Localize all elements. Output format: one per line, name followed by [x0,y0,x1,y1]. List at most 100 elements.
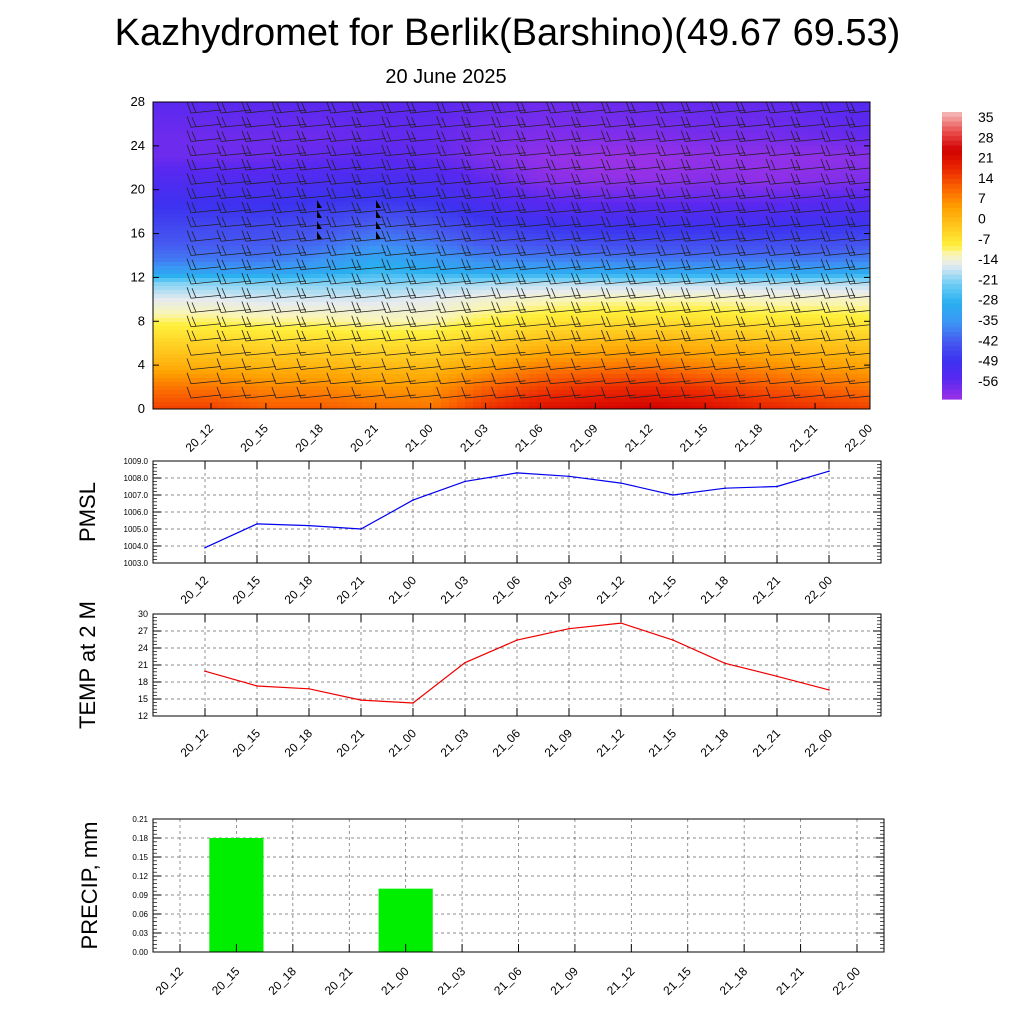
field-cell [417,234,426,239]
field-cell [297,302,306,307]
field-cell [433,382,442,387]
field-cell [297,206,306,211]
field-cell [409,166,418,171]
field-cell [425,402,434,407]
field-cell [641,102,650,107]
field-cell [657,186,666,191]
field-cell [305,162,314,167]
field-cell [505,154,514,159]
field-cell [425,118,434,123]
field-cell [153,350,162,355]
field-cell [209,310,218,315]
field-cell [393,330,402,335]
field-cell [457,278,466,283]
field-cell [345,202,354,207]
field-cell [649,254,658,259]
field-cell [289,198,298,203]
field-cell [353,166,362,171]
field-cell [561,258,570,263]
field-cell [657,362,666,367]
field-cell [153,222,162,227]
field-cell [425,302,434,307]
field-cell [561,310,570,315]
field-cell [425,170,434,175]
field-cell [537,306,546,311]
field-cell [249,250,258,255]
field-cell [513,118,522,123]
field-cell [249,406,258,409]
field-cell [433,166,442,171]
field-cell [193,362,202,367]
field-cell [201,290,210,295]
field-cell [577,350,586,355]
field-cell [537,370,546,375]
field-cell [201,282,210,287]
field-cell [441,382,450,387]
field-cell [385,246,394,251]
field-cell [665,178,674,183]
field-cell [345,234,354,239]
field-cell [313,250,322,255]
field-cell [537,390,546,395]
field-cell [577,346,586,351]
field-cell [417,314,426,319]
field-cell [585,402,594,407]
field-cell [497,194,506,199]
field-cell [233,198,242,203]
field-cell [281,346,290,351]
field-cell [553,362,562,367]
field-cell [585,382,594,387]
field-cell [417,206,426,211]
field-cell [329,398,338,403]
field-cell [273,194,282,199]
field-cell [625,218,634,223]
field-cell [313,406,322,409]
field-cell [249,186,258,191]
field-cell [169,314,178,319]
field-cell [545,294,554,299]
field-cell [649,266,658,271]
field-cell [529,118,538,123]
field-cell [449,394,458,399]
field-cell [289,158,298,163]
field-cell [521,162,530,167]
field-cell [393,218,402,223]
field-cell [177,174,186,179]
field-cell [553,146,562,151]
field-cell [473,102,482,107]
field-cell [665,202,674,207]
field-cell [393,258,402,263]
field-cell [289,398,298,403]
field-cell [425,110,434,115]
field-cell [657,298,666,303]
field-cell [353,198,362,203]
field-cell [281,230,290,235]
field-cell [441,346,450,351]
field-cell [273,354,282,359]
field-cell [633,150,642,155]
field-cell [209,334,218,339]
field-cell [297,374,306,379]
field-cell [521,402,530,407]
field-cell [153,294,162,299]
field-cell [297,118,306,123]
field-cell [457,282,466,287]
field-cell [169,206,178,211]
field-cell [633,386,642,391]
field-cell [417,126,426,131]
field-cell [345,354,354,359]
field-cell [185,330,194,335]
field-cell [313,178,322,183]
field-cell [409,386,418,391]
field-cell [169,298,178,303]
field-cell [369,298,378,303]
field-cell [321,134,330,139]
field-cell [273,238,282,243]
field-cell [345,102,354,107]
field-cell [153,346,162,351]
field-cell [241,150,250,155]
field-cell [497,354,506,359]
field-cell [305,310,314,315]
field-cell [449,402,458,407]
field-cell [313,342,322,347]
